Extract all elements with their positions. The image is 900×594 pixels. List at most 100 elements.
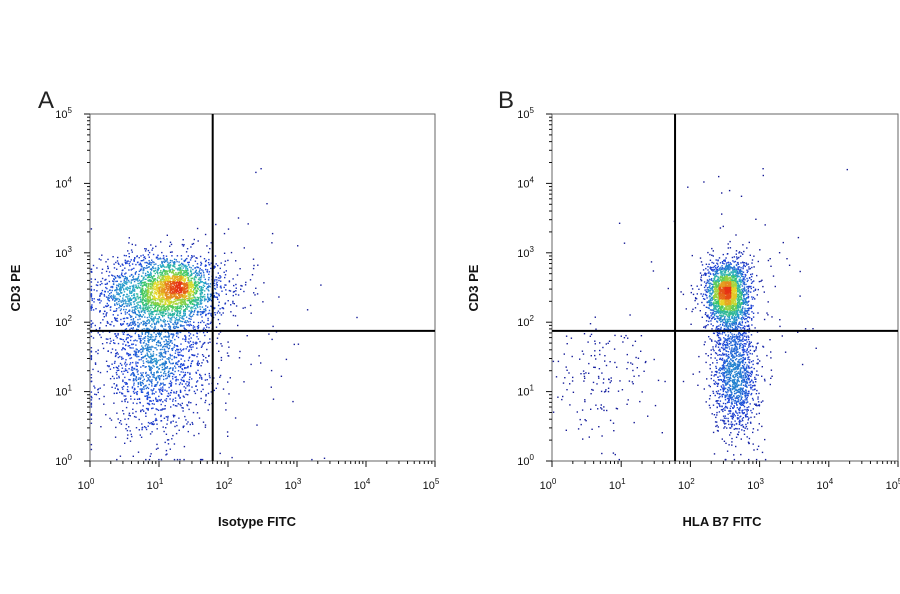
- panel-a-event-dot: [141, 282, 143, 284]
- panel-a-event-dot: [107, 267, 109, 270]
- panel-a-event-dot: [271, 242, 273, 244]
- panel-a-event-dot: [195, 269, 197, 271]
- panel-a-event-dot: [155, 344, 158, 346]
- panel-a-event-dot: [90, 289, 93, 292]
- panel-a-event-dot: [127, 371, 129, 373]
- panel-a-event-dot: [184, 367, 186, 370]
- panel-a-event-dot: [157, 281, 160, 283]
- panel-a-event-dot: [161, 272, 164, 275]
- panel-a-event-dot: [106, 302, 108, 305]
- panel-a-event-dot: [155, 419, 157, 421]
- panel-a-event-dot: [165, 288, 167, 291]
- panel-a-event-dot: [196, 412, 199, 414]
- panel-a-event-dot: [181, 301, 183, 303]
- panel-a-event-dot: [116, 337, 118, 339]
- panel-a-event-dot: [165, 323, 167, 326]
- panel-a-event-dot: [187, 261, 189, 264]
- panel-b-event-dot: [722, 253, 724, 256]
- panel-a-event-dot: [157, 376, 160, 378]
- panel-a-event-dot: [145, 412, 147, 414]
- panel-a-event-dot: [151, 291, 154, 293]
- panel-a-event-dot: [145, 387, 147, 390]
- panel-a-event-dot: [209, 248, 211, 250]
- panel-a-event-dot: [237, 217, 240, 219]
- panel-a-event-dot: [220, 287, 222, 289]
- panel-a-event-dot: [122, 301, 124, 303]
- panel-a-event-dot: [147, 308, 149, 310]
- panel-a-event-dot: [163, 318, 165, 321]
- panel-b-event-dot: [753, 449, 755, 451]
- panel-a-event-dot: [188, 402, 190, 404]
- panel-b-event-dot: [609, 361, 611, 363]
- panel-a-event-dot: [208, 326, 210, 329]
- panel-b-event-dot: [709, 259, 712, 261]
- panel-a-event-dot: [148, 319, 150, 321]
- panel-a-event-dot: [144, 332, 147, 334]
- panel-a-event-dot: [164, 302, 166, 304]
- panel-a-event-dot: [185, 393, 187, 396]
- panel-a-event-dot: [196, 305, 198, 307]
- panel-a-event-dot: [153, 376, 155, 379]
- panel-a-event-dot: [146, 265, 148, 267]
- panel-a-event-dot: [147, 297, 149, 299]
- panel-a-event-dot: [164, 303, 166, 306]
- panel-a-event-dot: [150, 319, 153, 321]
- panel-a-event-dot: [166, 275, 168, 278]
- panel-a-event-dot: [167, 276, 169, 278]
- panel-a-event-dot: [203, 258, 206, 260]
- panel-a-event-dot: [138, 279, 141, 281]
- panel-a-event-dot: [132, 323, 134, 325]
- panel-a-event-dot: [275, 331, 278, 333]
- panel-a-event-dot: [159, 297, 161, 299]
- panel-a-event-dot: [155, 314, 157, 316]
- panel-a-event-dot: [164, 335, 167, 337]
- panel-a-event-dot: [152, 320, 154, 322]
- panel-a-event-dot: [197, 360, 199, 362]
- panel-a-event-dot: [160, 415, 162, 418]
- panel-a-event-dot: [90, 391, 93, 393]
- panel-a-event-dot: [134, 332, 136, 335]
- panel-a-event-dot: [196, 363, 198, 365]
- panel-a-event-dot: [181, 265, 183, 267]
- panel-a-event-dot: [199, 272, 201, 274]
- panel-a-event-dot: [137, 303, 139, 306]
- panel-a-event-dot: [208, 323, 210, 325]
- panel-a-event-dot: [190, 286, 192, 288]
- panel-a-event-dot: [136, 356, 138, 358]
- panel-a-event-dot: [145, 428, 148, 431]
- panel-b-event-dot: [716, 406, 718, 408]
- panel-a-event-dot: [162, 382, 164, 384]
- panel-a-event-dot: [160, 291, 162, 293]
- panel-a-event-dot: [165, 340, 167, 342]
- panel-a-event-dot: [143, 256, 146, 258]
- panel-a-event-dot: [178, 264, 180, 267]
- panel-a-event-dot: [200, 288, 202, 290]
- panel-a-event-dot: [173, 306, 175, 308]
- panel-a-event-dot: [157, 302, 160, 305]
- panel-a-event-dot: [113, 279, 115, 281]
- panel-a-event-dot: [127, 296, 129, 298]
- panel-a-event-dot: [182, 338, 184, 340]
- panel-a-event-dot: [186, 277, 188, 279]
- panel-b-event-dot: [585, 372, 587, 374]
- panel-a-event-dot: [193, 300, 195, 303]
- panel-b-event-dot: [626, 368, 628, 370]
- panel-a-event-dot: [203, 285, 206, 287]
- panel-a-event-dot: [172, 307, 174, 310]
- panel-a-event-dot: [169, 327, 171, 329]
- panel-a-event-dot: [171, 251, 173, 253]
- panel-a-event-dot: [200, 458, 203, 461]
- panel-b-event-dot: [552, 411, 555, 413]
- panel-a-event-dot: [197, 281, 199, 283]
- panel-a-event-dot: [153, 299, 155, 301]
- panel-a-event-dot: [223, 286, 225, 289]
- panel-a-event-dot: [160, 265, 162, 268]
- panel-a-event-dot: [182, 303, 184, 305]
- panel-b-event-dot: [749, 267, 751, 270]
- panel-a-event-dot: [222, 307, 225, 310]
- panel-a-event-dot: [184, 293, 186, 295]
- panel-a-event-dot: [141, 373, 143, 376]
- panel-b-event-dot: [737, 257, 739, 259]
- panel-a-event-dot: [163, 281, 165, 283]
- panel-a-event-dot: [188, 349, 190, 351]
